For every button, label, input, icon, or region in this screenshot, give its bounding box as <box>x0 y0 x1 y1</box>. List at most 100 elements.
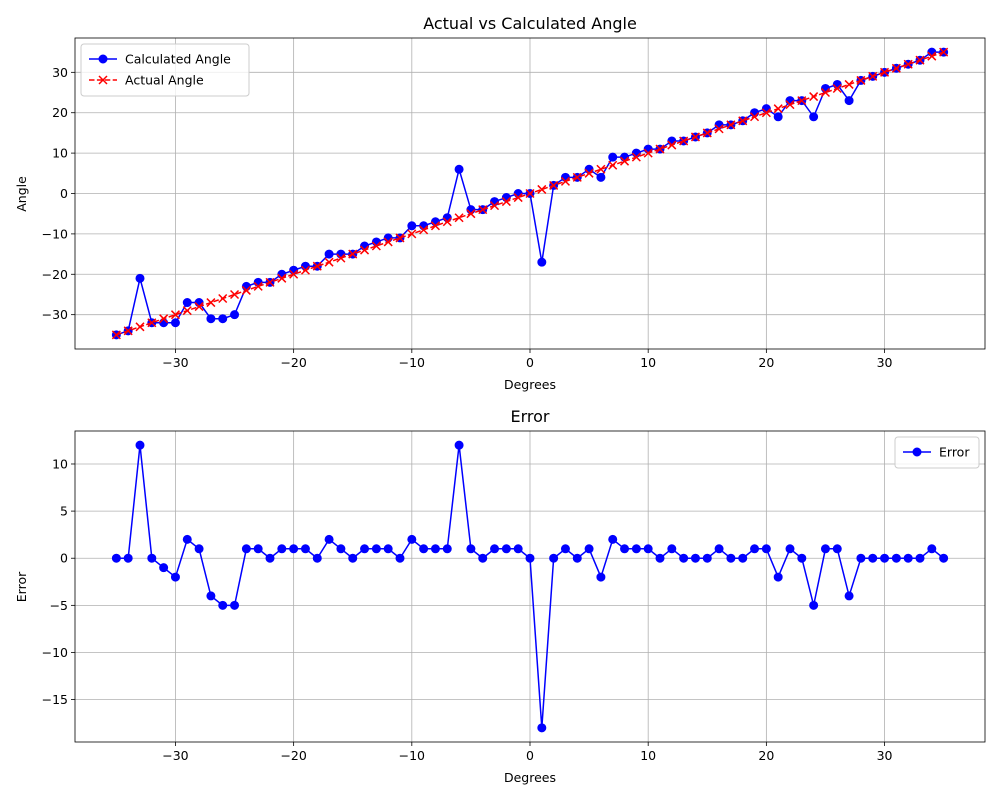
data-point <box>170 310 180 320</box>
data-point <box>667 544 677 554</box>
data-point <box>868 553 878 563</box>
data-point <box>773 104 783 114</box>
data-point <box>690 132 700 142</box>
data-point <box>915 553 925 563</box>
data-point <box>513 193 523 203</box>
x-tick-label: −10 <box>399 748 425 763</box>
data-point <box>466 205 476 215</box>
data-point <box>442 544 452 554</box>
data-point <box>230 310 240 320</box>
data-point <box>631 148 641 158</box>
grid <box>75 431 985 742</box>
data-point <box>111 330 121 340</box>
x-tick-label: −20 <box>280 748 306 763</box>
data-point <box>478 205 488 215</box>
data-point <box>797 553 807 563</box>
angle-chart: Actual vs Calculated Angle Degrees Angle… <box>14 14 986 392</box>
data-point <box>111 553 121 563</box>
legend-box <box>894 436 980 469</box>
data-point <box>572 172 582 182</box>
legend-marker <box>98 75 108 85</box>
data-point <box>159 314 169 324</box>
data-point <box>135 273 145 283</box>
x-tick-label: 30 <box>877 355 893 370</box>
data-point <box>147 318 157 328</box>
data-point <box>891 553 901 563</box>
data-point <box>466 209 476 219</box>
data-point <box>537 723 547 733</box>
y-tick-label: −20 <box>42 267 68 282</box>
data-point <box>300 544 310 554</box>
data-point <box>277 544 287 554</box>
data-point <box>584 544 594 554</box>
y-tick-label: −5 <box>50 598 68 613</box>
data-point <box>620 544 630 554</box>
plot-frame <box>74 37 986 350</box>
data-point <box>773 572 783 582</box>
data-point <box>383 237 393 247</box>
data-point <box>407 534 417 544</box>
data-point <box>442 217 452 227</box>
data-point <box>809 92 819 102</box>
data-point <box>513 544 523 554</box>
data-point <box>679 136 689 146</box>
data-point <box>407 229 417 239</box>
data-point <box>785 100 795 110</box>
data-point <box>159 563 169 573</box>
series-error <box>111 440 949 733</box>
x-tick-label: −10 <box>399 355 425 370</box>
y-tick-label: 0 <box>60 186 68 201</box>
data-point <box>430 544 440 554</box>
data-point <box>809 112 819 122</box>
data-point <box>454 213 464 223</box>
data-point <box>289 544 299 554</box>
x-tick-label: 30 <box>877 748 893 763</box>
data-point <box>454 440 464 450</box>
data-point <box>501 197 511 207</box>
data-point <box>679 553 689 563</box>
data-point <box>785 544 795 554</box>
data-point <box>241 285 251 295</box>
data-point <box>360 245 370 255</box>
data-point <box>750 108 760 118</box>
x-tick-label: 10 <box>640 748 656 763</box>
y-tick-label: 10 <box>52 456 68 471</box>
x-tick-label: −20 <box>280 355 306 370</box>
error-chart: Error Degrees Error −30 −20 −10 0 10 20 30−15−… <box>14 407 986 785</box>
data-point <box>750 544 760 554</box>
data-point <box>324 249 334 259</box>
data-point <box>147 553 157 563</box>
y-tick-label: 10 <box>52 146 68 161</box>
data-point <box>383 233 393 243</box>
x-tick-label: 20 <box>758 355 774 370</box>
y-tick-label: 5 <box>60 504 68 519</box>
legend-marker <box>912 447 922 457</box>
data-point <box>726 553 736 563</box>
legend-item: Error <box>903 445 970 460</box>
data-point <box>135 322 145 332</box>
data-point <box>560 176 570 186</box>
data-point <box>809 600 819 610</box>
y-tick-label: −10 <box>42 226 68 241</box>
data-point <box>631 544 641 554</box>
data-point <box>549 180 559 190</box>
data-point <box>525 188 535 199</box>
data-point <box>206 298 216 308</box>
data-point <box>655 553 665 563</box>
legend: Calculated Angle Actual Angle <box>80 43 250 97</box>
data-point <box>596 572 606 582</box>
data-point <box>537 257 547 267</box>
data-point <box>206 314 216 324</box>
data-point <box>880 67 890 77</box>
data-point <box>903 59 913 69</box>
data-point <box>832 79 842 89</box>
data-point <box>690 553 700 563</box>
data-point <box>123 326 133 336</box>
data-point <box>324 257 334 267</box>
legend-box <box>80 43 250 97</box>
data-point <box>348 249 358 259</box>
x-tick-label: 0 <box>526 748 534 763</box>
axes: −30 −20 −10 0 10 20 30 −15 −10 −5 0 5 10 <box>42 456 893 763</box>
data-point <box>643 544 653 554</box>
data-point <box>371 544 381 554</box>
